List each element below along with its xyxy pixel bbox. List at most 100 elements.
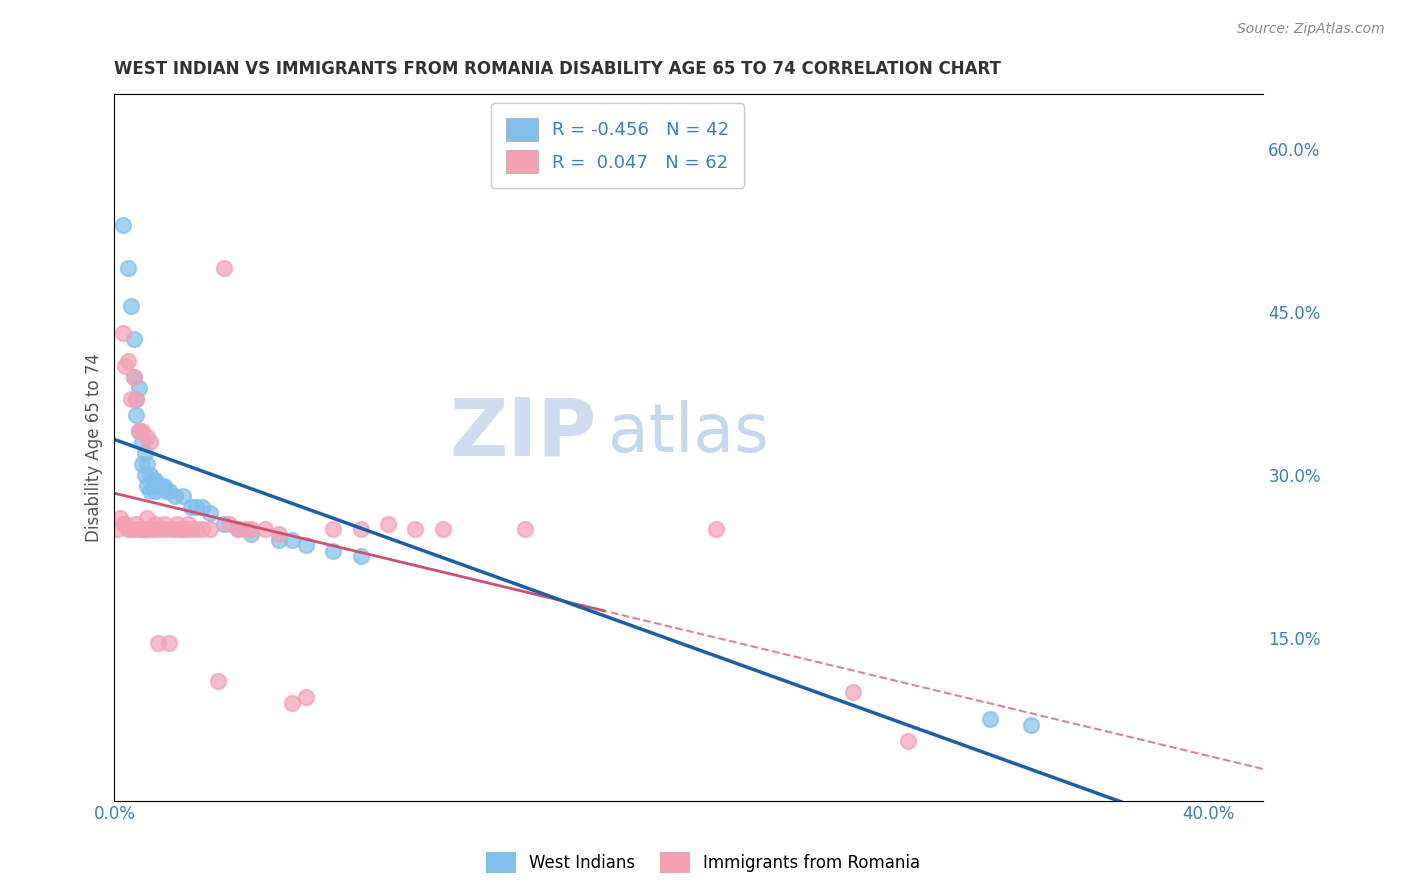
Point [235, 522, 257, 536]
Point [240, 527, 263, 541]
Point [128, 424, 150, 438]
Point [120, 392, 142, 406]
Point [897, 734, 920, 748]
Point [267, 533, 290, 547]
Point [191, 500, 214, 515]
Point [111, 218, 134, 232]
Point [198, 506, 221, 520]
Point [114, 359, 136, 373]
Point [149, 478, 172, 492]
Point [120, 522, 142, 536]
Point [404, 522, 426, 536]
Y-axis label: Disability Age 65 to 74: Disability Age 65 to 74 [86, 353, 103, 542]
Point [134, 522, 156, 536]
Point [139, 483, 162, 498]
Point [134, 522, 156, 536]
Point [172, 490, 194, 504]
Point [125, 408, 148, 422]
Point [145, 483, 167, 498]
Text: Source: ZipAtlas.com: Source: ZipAtlas.com [1237, 22, 1385, 37]
Point [122, 332, 145, 346]
Point [152, 516, 174, 531]
Point [128, 522, 150, 536]
Point [281, 533, 304, 547]
Point [139, 435, 162, 450]
Point [842, 685, 865, 699]
Point [142, 478, 165, 492]
Point [120, 299, 142, 313]
Point [349, 522, 371, 536]
Point [191, 522, 214, 536]
Point [125, 392, 148, 406]
Point [105, 522, 128, 536]
Point [145, 522, 167, 536]
Point [218, 516, 240, 531]
Point [136, 478, 159, 492]
Point [155, 483, 177, 498]
Point [155, 522, 177, 536]
Point [163, 522, 186, 536]
Point [125, 516, 148, 531]
Point [134, 446, 156, 460]
Point [134, 467, 156, 482]
Text: ZIP: ZIP [450, 394, 598, 473]
Point [226, 522, 249, 536]
Point [979, 712, 1001, 726]
Point [432, 522, 454, 536]
Point [169, 522, 191, 536]
Point [295, 690, 318, 705]
Point [131, 435, 153, 450]
Point [149, 522, 172, 536]
Point [198, 522, 221, 536]
Point [240, 522, 263, 536]
Point [142, 522, 165, 536]
Point [122, 522, 145, 536]
Point [186, 522, 208, 536]
Point [108, 511, 131, 525]
Point [157, 483, 180, 498]
Point [177, 516, 200, 531]
Point [322, 522, 344, 536]
Point [226, 522, 249, 536]
Point [145, 473, 167, 487]
Point [160, 522, 183, 536]
Point [122, 370, 145, 384]
Point [295, 538, 318, 552]
Point [166, 516, 188, 531]
Point [174, 522, 197, 536]
Point [207, 674, 229, 689]
Legend: R = -0.456   N = 42, R =  0.047   N = 62: R = -0.456 N = 42, R = 0.047 N = 62 [491, 103, 744, 188]
Point [186, 500, 208, 515]
Point [128, 424, 150, 438]
Point [136, 511, 159, 525]
Point [148, 478, 170, 492]
Point [117, 522, 139, 536]
Point [139, 467, 162, 482]
Point [148, 636, 170, 650]
Point [513, 522, 536, 536]
Text: WEST INDIAN VS IMMIGRANTS FROM ROMANIA DISABILITY AGE 65 TO 74 CORRELATION CHART: WEST INDIAN VS IMMIGRANTS FROM ROMANIA D… [114, 60, 1001, 78]
Point [131, 424, 153, 438]
Point [145, 516, 167, 531]
Point [377, 516, 399, 531]
Point [131, 522, 153, 536]
Point [212, 516, 235, 531]
Point [1019, 717, 1042, 731]
Text: atlas: atlas [609, 401, 769, 467]
Point [111, 516, 134, 531]
Point [139, 522, 162, 536]
Point [117, 353, 139, 368]
Point [180, 522, 202, 536]
Point [322, 543, 344, 558]
Legend: West Indians, Immigrants from Romania: West Indians, Immigrants from Romania [479, 846, 927, 880]
Point [253, 522, 276, 536]
Point [152, 478, 174, 492]
Point [136, 457, 159, 471]
Point [142, 473, 165, 487]
Point [267, 527, 290, 541]
Point [128, 381, 150, 395]
Point [122, 370, 145, 384]
Point [131, 457, 153, 471]
Point [212, 261, 235, 276]
Point [704, 522, 727, 536]
